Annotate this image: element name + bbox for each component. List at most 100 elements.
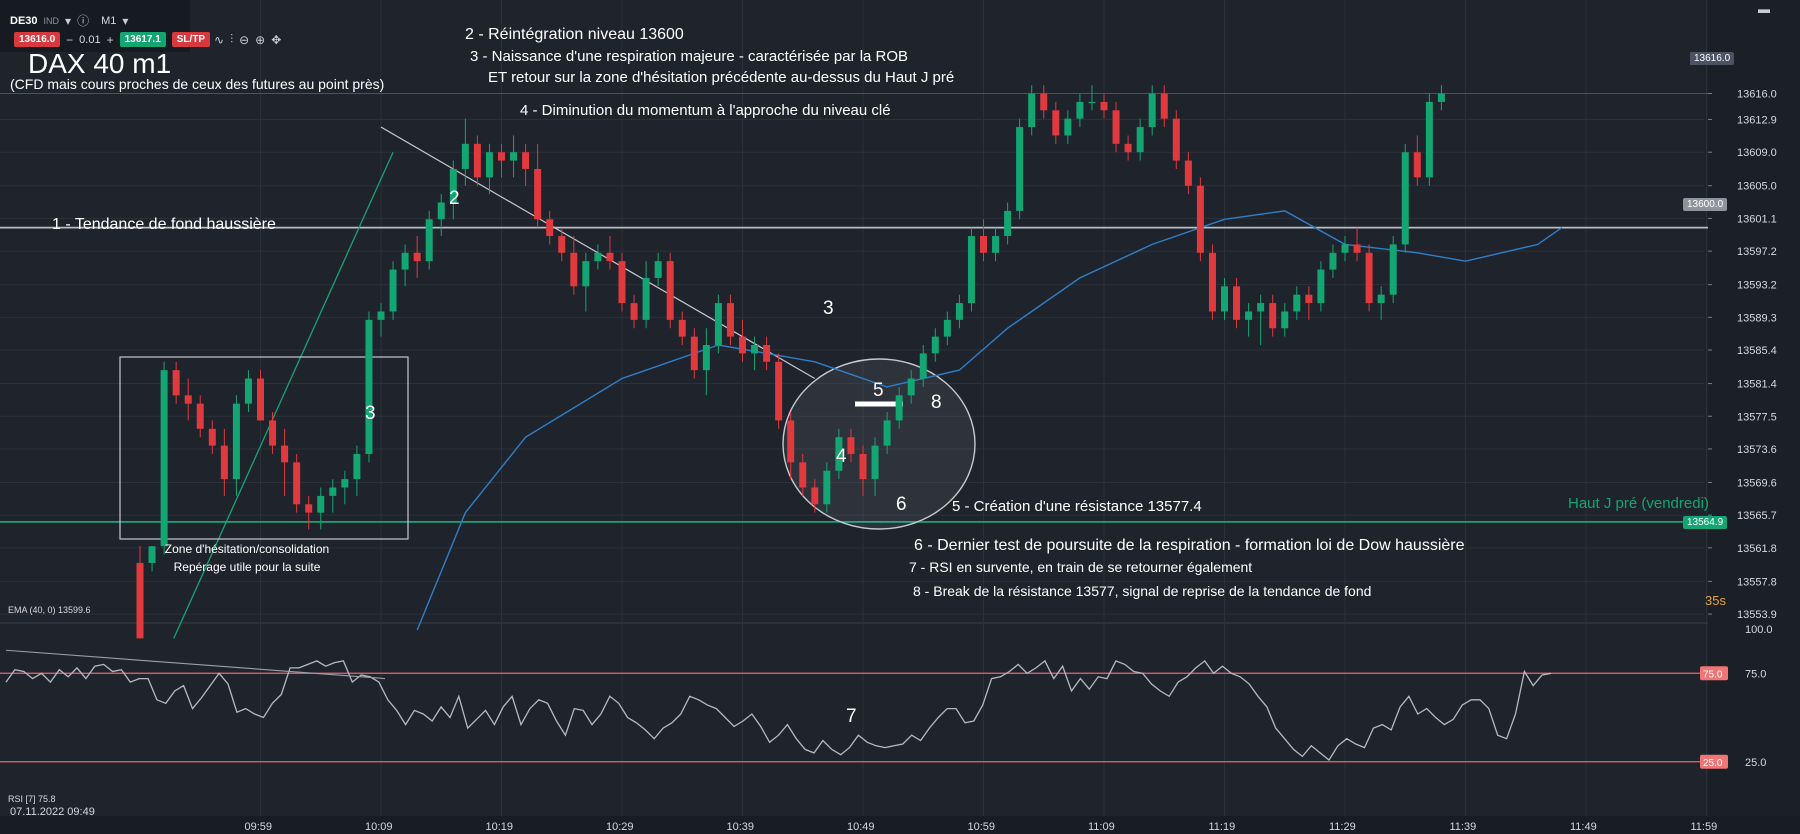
rsi-panel: 75.0 25.0 100.0 75.0 25.0 (0, 624, 1773, 769)
candle-body (943, 319, 951, 337)
candle-body (847, 437, 855, 454)
info-icon[interactable]: ⓘ (77, 14, 90, 28)
candle (739, 319, 746, 362)
candle (1184, 152, 1192, 195)
drawn-lines (119, 126, 976, 639)
ema-label[interactable]: EMA (40, 0) 13599.6 (8, 605, 91, 615)
sltp-button[interactable]: SL/TP (171, 32, 211, 47)
timeframe-chevron-icon[interactable]: ▾ (122, 13, 129, 28)
candle-body (594, 252, 602, 262)
rsi-label[interactable]: RSI [7] 75.8 (8, 794, 56, 804)
crosshair-icon[interactable]: ✥ (271, 32, 282, 47)
candle-body (642, 277, 650, 320)
candle (1052, 101, 1060, 144)
candle-body (365, 319, 373, 454)
price-tick-label: 13605.0 (1737, 181, 1777, 193)
chevron-down-icon[interactable]: ▾ (65, 13, 72, 28)
candle-body (184, 395, 192, 404)
marker-4: 4 (836, 446, 847, 467)
candle (1341, 236, 1349, 262)
candle-body (208, 428, 216, 446)
candle (449, 160, 457, 220)
candle (1233, 277, 1241, 329)
ask-button[interactable]: 13617.1 (119, 32, 166, 47)
time-axis: 09:59 10:09 10:19 10:29 10:39 10:49 10:59 11:09… (245, 821, 1718, 833)
candle-body (823, 470, 831, 505)
candle-body (763, 345, 771, 362)
candle-body (1341, 244, 1349, 253)
candle (1365, 244, 1373, 312)
candle (835, 428, 843, 480)
candle-body (1425, 101, 1433, 178)
window-controls: ▬ (1758, 2, 1770, 16)
candle (232, 395, 240, 496)
price-tick-label: 13577.5 (1737, 411, 1777, 423)
candle (377, 303, 385, 337)
candle-body (196, 403, 204, 429)
candle (1136, 118, 1144, 161)
candle (329, 479, 337, 513)
candle (1148, 85, 1156, 136)
minimize-icon[interactable]: ▬ (1758, 2, 1770, 16)
annotation-7: 7 - RSI en survente, en train de se reto… (909, 559, 1253, 575)
price-tick-label: 13557.8 (1737, 576, 1777, 588)
candle-body (726, 303, 734, 337)
chart-title: DAX 40 m1 (28, 48, 172, 79)
rsi-tick-label: 25.0 (1745, 757, 1766, 769)
timeframe-label[interactable]: M1 (101, 14, 117, 27)
minus-icon[interactable]: − (66, 32, 74, 47)
price-tick-label: 13561.8 (1737, 543, 1777, 555)
candle (570, 236, 578, 295)
price-tick-label: 13581.4 (1737, 379, 1777, 391)
annotation-8: 8 - Break de la résistance 13577, signal… (913, 583, 1372, 599)
candle-body (546, 219, 554, 237)
annotation-5: 5 - Création d'une résistance 13577.4 (952, 498, 1202, 515)
time-tick-label: 10:09 (365, 821, 393, 833)
candle-body (666, 261, 674, 320)
candle (931, 328, 939, 362)
candle (208, 420, 216, 454)
candle-body (775, 361, 783, 421)
candle (919, 345, 927, 387)
candle (666, 252, 674, 329)
candle (461, 118, 469, 186)
candle-body (232, 403, 240, 480)
time-tick-label: 10:59 (968, 821, 996, 833)
candle-body (510, 152, 518, 161)
candle (967, 227, 975, 312)
candle-body (353, 453, 361, 480)
symbol-label[interactable]: DE30 (10, 14, 38, 27)
zoom-in-icon[interactable]: ⊕ (255, 32, 266, 47)
candle-body (1064, 118, 1072, 136)
signals-icon[interactable]: ⫶ (230, 32, 234, 46)
candle-body (1401, 152, 1409, 245)
candle-body (1124, 143, 1132, 153)
zoom-out-icon[interactable]: ⊖ (239, 32, 250, 47)
indicator-icon[interactable]: ∿ (214, 32, 225, 47)
ema-line (416, 210, 1563, 631)
candle-body (172, 370, 180, 396)
candle (1040, 85, 1048, 119)
plus-icon[interactable]: + (106, 32, 114, 47)
time-tick-label: 11:09 (1088, 821, 1115, 833)
candle-body (317, 495, 325, 513)
candle (726, 294, 734, 345)
reversal-circle (782, 358, 976, 530)
zone-label-1: Zone d'hésitation/consolidation (164, 542, 330, 556)
candle-body (967, 236, 975, 304)
candle (353, 445, 361, 496)
candle-body (787, 420, 795, 463)
candle-body (678, 319, 686, 337)
level-tag-13564: 13564.9 (1683, 516, 1728, 529)
size-value[interactable]: 0.01 (79, 33, 101, 46)
candle (1124, 135, 1132, 161)
chart-tools: ∿ ⫶ ⊖ ⊕ ✥ (214, 32, 281, 47)
candle (859, 445, 867, 496)
candle-body (811, 487, 819, 505)
candle-body (437, 202, 445, 220)
candle-body (1004, 210, 1012, 237)
candle-body (1016, 127, 1024, 211)
bid-button[interactable]: 13616.0 (14, 32, 61, 47)
